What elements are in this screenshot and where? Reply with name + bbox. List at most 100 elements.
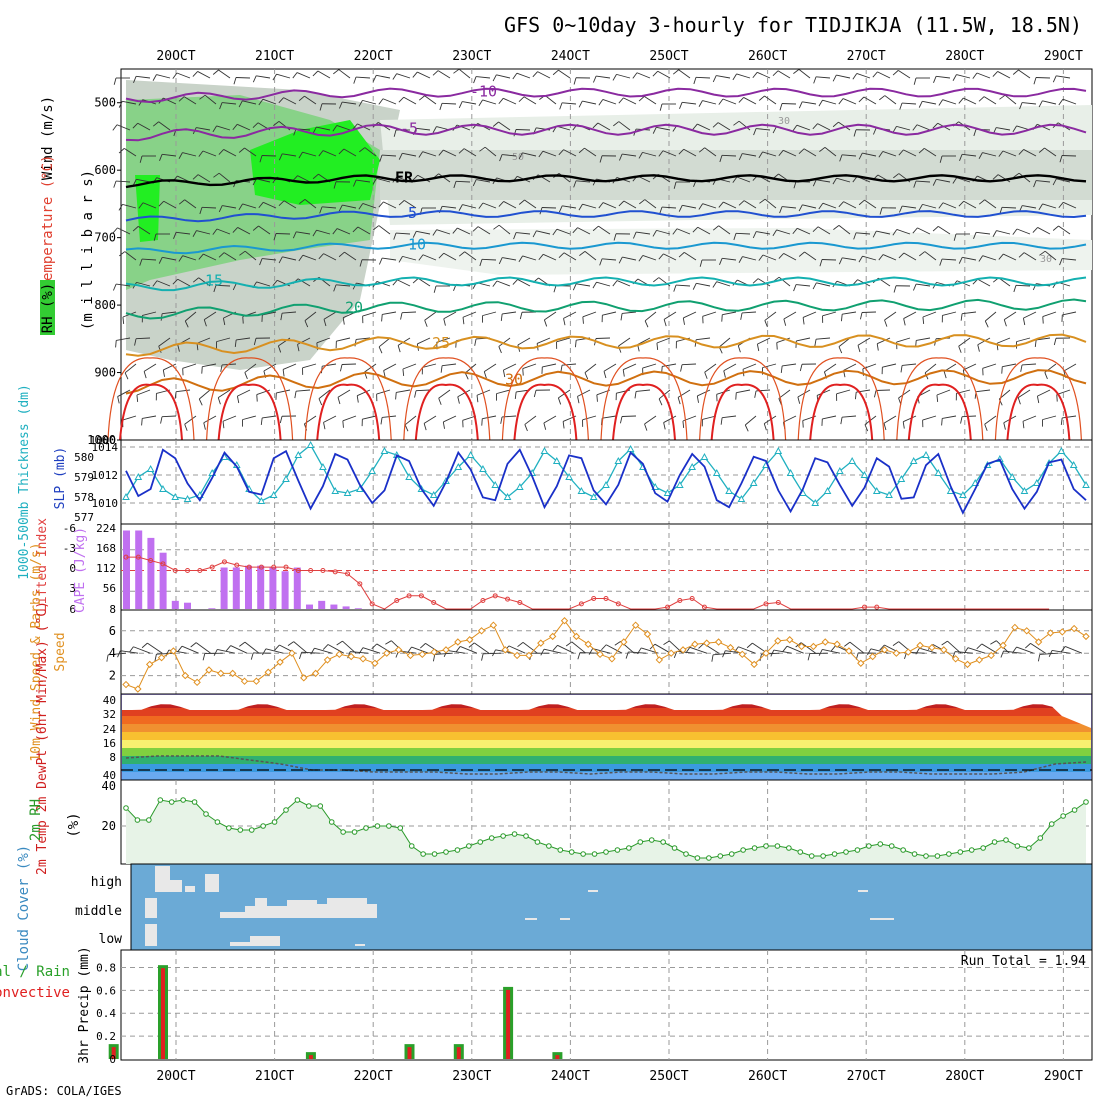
wind-barb-flag	[1052, 225, 1059, 231]
wind-barb	[842, 311, 857, 315]
wind-barb	[462, 101, 477, 105]
wind-barb	[1058, 225, 1071, 235]
isotherm-label: 5	[408, 204, 417, 222]
wind-barb	[302, 254, 317, 261]
wind-barb-10m-flag	[358, 647, 364, 654]
wind-speed-point	[940, 646, 948, 654]
wind-barb-flag	[1022, 318, 1026, 326]
wind-barb	[1002, 363, 1017, 368]
wind-barb	[838, 337, 851, 347]
wind-barb	[676, 284, 691, 287]
wind-barb-flag	[398, 256, 403, 263]
wind-barb	[116, 180, 131, 183]
rh-point	[637, 839, 644, 845]
li-point	[234, 562, 240, 568]
wind-barb	[702, 311, 717, 317]
wind-barb-flag	[878, 151, 884, 158]
wind-speed-point	[833, 640, 841, 648]
wind-barb-flag	[672, 228, 678, 235]
wind-barb-flag	[838, 257, 843, 265]
wind-barb-flag	[203, 422, 206, 430]
wind-barb	[744, 415, 757, 426]
isotherm-label: 10	[408, 236, 426, 254]
wind-barb-10m-flag	[468, 642, 475, 648]
wind-barb	[436, 337, 451, 343]
thickness-point	[836, 466, 844, 474]
wind-barb-flag	[698, 147, 705, 153]
li-point	[431, 599, 437, 605]
rh-point	[557, 847, 564, 853]
wind-barb	[1037, 227, 1051, 235]
wind-barb-flag	[832, 121, 839, 128]
wind-barb	[218, 389, 231, 399]
wind-barb-flag	[453, 68, 460, 74]
thickness-point	[257, 496, 266, 504]
wind-barb	[176, 231, 191, 235]
wind-barb	[517, 337, 531, 346]
rh-point	[900, 847, 906, 853]
wind-barb-flag	[1053, 338, 1057, 346]
wind-barb	[898, 69, 911, 79]
wind-barb	[656, 229, 671, 235]
wind-barb-flag	[378, 257, 383, 265]
wind-barb-flag	[418, 151, 424, 158]
thickness-point	[676, 480, 684, 488]
wind-barb-flag	[738, 97, 744, 103]
wind-barb-flag	[238, 100, 243, 108]
wind-barb-flag	[498, 201, 504, 207]
wind-barb-flag	[918, 204, 923, 211]
wind-barb	[357, 389, 371, 397]
wind-barb-flag	[752, 72, 758, 79]
wind-barb-flag	[443, 318, 446, 326]
rh-point	[648, 837, 655, 843]
wind-barb-flag	[218, 252, 225, 258]
wind-barb	[1042, 311, 1057, 317]
wind-barb-flag	[476, 395, 479, 403]
wind-barb-flag	[143, 371, 147, 379]
wind-barb-flag	[578, 100, 583, 108]
wind-barb-flag	[518, 152, 523, 160]
wind-barb-flag	[953, 233, 957, 241]
wind-barb-flag	[1003, 422, 1006, 430]
wind-barb	[702, 100, 717, 105]
isotherm-35-loop	[316, 383, 381, 441]
wind-barb-flag	[1038, 203, 1043, 211]
wind-barb-flag	[682, 420, 685, 429]
wind-barb	[903, 415, 917, 423]
cloud-level-label: low	[99, 932, 123, 947]
rh-point	[866, 843, 872, 849]
wind-speed-point	[797, 642, 806, 651]
wind-barb	[796, 337, 811, 342]
wind-barb	[618, 121, 631, 131]
thickness-point	[356, 484, 364, 492]
wind-barb-flag	[903, 318, 906, 326]
wind-barb	[764, 311, 777, 321]
cloud-block	[858, 890, 868, 892]
wind-barb	[962, 256, 977, 261]
wind-barb	[302, 151, 317, 157]
wind-barb-flag	[1019, 102, 1023, 110]
wind-barb-10m-flag	[492, 649, 496, 657]
wind-speed-point	[1034, 638, 1043, 646]
wind-barb	[856, 232, 871, 235]
wind-barb	[396, 73, 411, 79]
wind-barb	[356, 179, 371, 183]
wind-barb	[158, 121, 171, 131]
wind-barb-flag	[712, 281, 718, 288]
wind-barb-flag	[177, 344, 180, 352]
wind-speed-point	[394, 646, 403, 654]
wind-barb	[396, 232, 411, 235]
wind-barb-flag	[312, 229, 317, 237]
rh-point	[683, 851, 689, 857]
li-point	[505, 596, 511, 602]
wind-barb	[438, 173, 451, 183]
wind-barb-flag	[973, 129, 977, 137]
rh-point	[991, 839, 998, 845]
wind-barb-flag	[960, 313, 963, 321]
wind-barb	[322, 150, 337, 157]
wind-barb	[735, 232, 751, 235]
wind-barb	[917, 227, 931, 235]
wind-barb	[1001, 206, 1017, 209]
wind-barb-10m-flag	[892, 641, 899, 647]
wind-barb-flag	[532, 71, 538, 78]
